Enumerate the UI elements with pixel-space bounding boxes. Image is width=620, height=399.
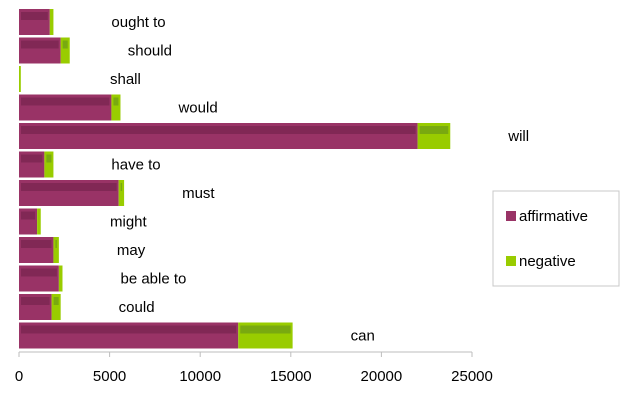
bar-highlight-could-affirmative [21, 297, 50, 305]
bar-highlight-must-negative [120, 183, 123, 191]
bar-highlight-have-to-negative [46, 154, 52, 163]
bar-highlight-should-affirmative [21, 40, 59, 49]
bar-would-negative [111, 94, 121, 121]
bar-highlight-ought-to-affirmative [21, 12, 48, 20]
category-label-can: can [351, 328, 375, 345]
category-label-must: must [182, 185, 215, 202]
bar-highlight-will-affirmative [21, 126, 416, 134]
bar-shall-negative [19, 66, 21, 92]
bar-have-to-negative [44, 151, 54, 178]
category-label-will: will [507, 128, 529, 145]
category-label-should: should [128, 43, 172, 60]
bars-group [19, 9, 451, 349]
x-axis-ticks: 0 5000 10000 15000 20000 25000 [15, 352, 493, 385]
category-label-be-able-to: be able to [120, 271, 186, 288]
x-tick-label: 20000 [361, 368, 403, 385]
bar-must-negative [118, 180, 125, 206]
bar-highlight-might-affirmative [21, 211, 36, 220]
bar-highlight-could-negative [53, 297, 59, 305]
x-tick-label: 25000 [451, 368, 493, 385]
category-label-would: would [177, 100, 217, 117]
category-label-may: may [117, 242, 146, 259]
bar-highlight-may-negative [55, 240, 57, 248]
bar-be-able-to-negative [58, 265, 63, 292]
legend-label-affirmative: affirmative [519, 208, 588, 225]
category-label-ought-to: ought to [111, 14, 165, 31]
legend-frame [492, 190, 620, 287]
category-label-have-to: have to [111, 157, 160, 174]
bar-highlight-should-negative [62, 40, 68, 49]
bar-may-negative [53, 237, 59, 263]
bar-ought-to-negative [49, 9, 54, 35]
category-labels: can could be able to may might must have to wil… [110, 14, 529, 345]
legend: affirmative negative [492, 190, 620, 287]
bar-could-negative [51, 294, 61, 320]
bar-highlight-be-able-to-affirmative [21, 268, 57, 277]
bar-highlight-would-negative [113, 97, 119, 106]
x-tick-label: 5000 [93, 368, 126, 385]
legend-swatch-affirmative [506, 211, 516, 221]
category-label-could: could [119, 299, 155, 316]
bar-highlight-may-affirmative [21, 240, 52, 248]
bar-highlight-would-affirmative [21, 97, 110, 106]
bar-highlight-can-affirmative [21, 325, 237, 334]
bar-highlight-will-negative [419, 126, 449, 134]
bar-might-negative [37, 208, 41, 235]
bar-highlight-have-to-affirmative [21, 154, 43, 163]
x-tick-label: 15000 [270, 368, 312, 385]
legend-label-negative: negative [519, 253, 576, 270]
x-tick-label: 0 [15, 368, 23, 385]
x-tick-label: 10000 [179, 368, 221, 385]
category-label-shall: shall [110, 71, 141, 88]
category-label-might: might [110, 214, 148, 231]
bar-highlight-must-affirmative [21, 183, 117, 191]
legend-swatch-negative [506, 256, 516, 266]
bar-should-negative [60, 37, 70, 64]
bar-highlight-can-negative [240, 325, 291, 334]
